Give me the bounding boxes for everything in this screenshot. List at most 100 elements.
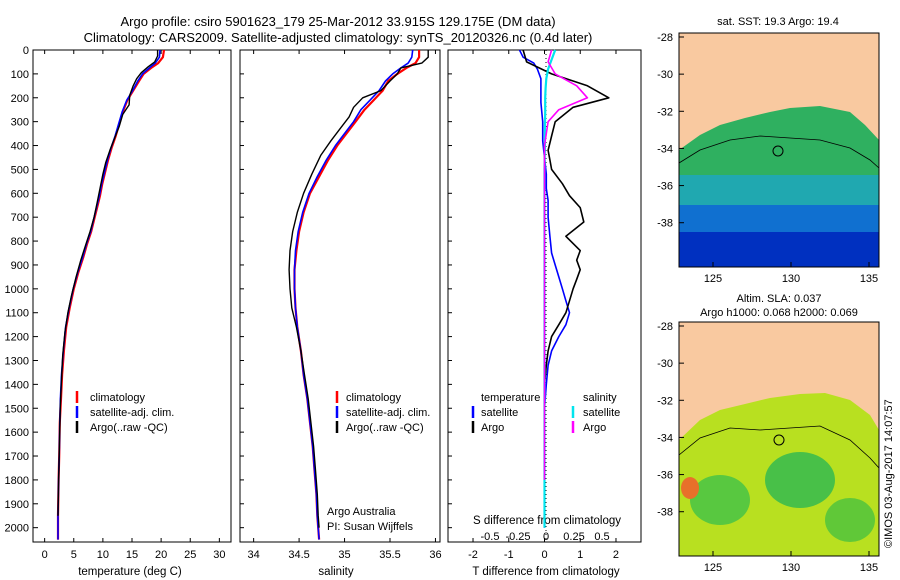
depth-tick-label: 1100	[5, 308, 29, 320]
map-x-tick-label: 125	[704, 273, 722, 285]
sla-high-patch	[681, 477, 699, 499]
map-x-tick-label: 125	[704, 562, 722, 574]
sla-low-patch	[765, 452, 835, 508]
depth-tick-label: 1900	[5, 499, 29, 511]
argo-position-marker	[772, 145, 784, 157]
map-y-tick-label: -30	[657, 358, 673, 370]
series-line-0	[518, 49, 571, 528]
map-y-tick-label: -38	[657, 218, 673, 230]
legend-label: satellite-adj. clim.	[90, 407, 174, 419]
series-line-1	[293, 49, 414, 540]
depth-tick-label: 500	[11, 164, 29, 176]
sst-map-title: sat. SST: 19.3 Argo: 19.4	[717, 16, 839, 28]
difference-x-axis: -2 -1 0 1 2	[468, 50, 619, 561]
legend-title-salinity: salinity	[583, 392, 617, 404]
legend-label: satellite	[481, 407, 518, 419]
difference-series	[518, 49, 610, 528]
map-y-tick-label: -30	[657, 69, 673, 81]
temperature-legend: climatology satellite-adj. clim. Argo(..…	[75, 391, 174, 434]
series-line-1	[522, 49, 610, 456]
salinity-legend: climatology satellite-adj. clim. Argo(..…	[327, 391, 430, 533]
map-x-tick-label: 135	[860, 273, 878, 285]
x-tick-label: 25	[184, 549, 196, 561]
series-line-0	[56, 49, 166, 540]
legend-label: satellite-adj. clim.	[346, 407, 430, 419]
depth-tick-label: 100	[11, 69, 29, 81]
s-diff-tick-label: 0	[543, 531, 549, 543]
difference-legend: temperature salinity satellite Argo sate…	[471, 392, 620, 434]
imos-watermark: ©IMOS 03-Aug-2017 14:07:57	[883, 399, 895, 548]
x-tick-label: 15	[126, 549, 138, 561]
x-tick-label: 0	[42, 549, 48, 561]
map-y-tick-label: -34	[657, 432, 673, 444]
salinity-note-line2: PI: Susan Wijffels	[327, 521, 413, 533]
depth-tick-label: 200	[11, 93, 29, 105]
depth-tick-label: 1600	[5, 427, 29, 439]
depth-tick-label: 0	[23, 45, 29, 57]
sla-map-title-line1: Altim. SLA: 0.037	[737, 293, 822, 305]
legend-title-temperature: temperature	[481, 392, 540, 404]
legend-label: Argo	[583, 422, 606, 434]
salinity-series	[288, 49, 429, 540]
ocean-deep-band	[679, 205, 879, 235]
x-tick-label: -2	[468, 549, 478, 561]
salinity-xlabel: salinity	[318, 566, 353, 578]
depth-tick-label: 300	[11, 117, 29, 129]
depth-tick-label: 1800	[5, 475, 29, 487]
figure-title-line2: Climatology: CARS2009. Satellite-adjuste…	[84, 30, 593, 45]
x-tick-label: 5	[71, 549, 77, 561]
sla-map	[678, 321, 880, 557]
legend-label: climatology	[90, 392, 146, 404]
depth-tick-label: 1700	[5, 451, 29, 463]
map-y-tick-label: -28	[657, 32, 673, 44]
x-tick-label: 0	[541, 549, 547, 561]
map-y-tick-label: -32	[657, 395, 673, 407]
x-tick-label: 20	[155, 549, 167, 561]
x-tick-label: 34	[248, 549, 260, 561]
depth-axis: 0 100 200 300 400 500 600 700 800 900 1000 1100 1200…	[5, 45, 452, 535]
x-tick-label: 30	[213, 549, 225, 561]
depth-tick-label: 1500	[5, 403, 29, 415]
isobath-contour	[679, 425, 879, 469]
x-tick-label: 10	[97, 549, 109, 561]
series-line-2	[288, 50, 429, 528]
x-tick-label: 2	[613, 549, 619, 561]
sst-map-axes: -28 -30 -32 -34 -36 -38 125 130 135	[657, 32, 878, 285]
series-line-2	[543, 49, 557, 528]
ocean-coldest-band	[679, 232, 879, 267]
series-line-0	[293, 50, 421, 540]
map-y-tick-label: -36	[657, 470, 673, 482]
map-y-tick-label: -36	[657, 181, 673, 193]
legend-label: climatology	[346, 392, 402, 404]
map-x-tick-label: 130	[782, 273, 800, 285]
x-tick-label: 35.5	[379, 549, 400, 561]
difference-top-label: S difference from climatology	[473, 515, 621, 527]
legend-label: Argo(..raw -QC)	[346, 422, 424, 434]
map-x-tick-label: 135	[860, 562, 878, 574]
series-line-3	[543, 49, 589, 480]
x-tick-label: -1	[504, 549, 514, 561]
series-line-2	[57, 50, 159, 516]
argo-position-marker	[773, 434, 785, 446]
s-diff-tick-label: 0.25	[563, 531, 584, 543]
depth-tick-label: 1300	[5, 355, 29, 367]
map-y-tick-label: -34	[657, 143, 673, 155]
temperature-series	[56, 49, 166, 540]
map-x-tick-label: 130	[782, 562, 800, 574]
salinity-x-axis: 34 34.5 35 35.5 36	[248, 50, 442, 561]
x-tick-label: 34.5	[288, 549, 309, 561]
map-y-tick-label: -32	[657, 106, 673, 118]
s-diff-tick-label: -0.5	[481, 531, 500, 543]
depth-tick-label: 800	[11, 236, 29, 248]
salinity-note-line1: Argo Australia	[327, 506, 396, 518]
map-y-tick-label: -28	[657, 321, 673, 333]
difference-xlabel: T difference from climatology	[472, 566, 619, 578]
difference-top-axis: -0.5 -0.25 0 0.25 0.5	[481, 531, 610, 543]
depth-tick-label: 900	[11, 260, 29, 272]
depth-tick-label: 400	[11, 141, 29, 153]
temperature-x-axis: 0 5 10 15 20 25 30	[42, 50, 225, 561]
depth-tick-label: 1000	[5, 284, 29, 296]
legend-label: Argo	[481, 422, 504, 434]
isobath-contour	[679, 135, 879, 169]
